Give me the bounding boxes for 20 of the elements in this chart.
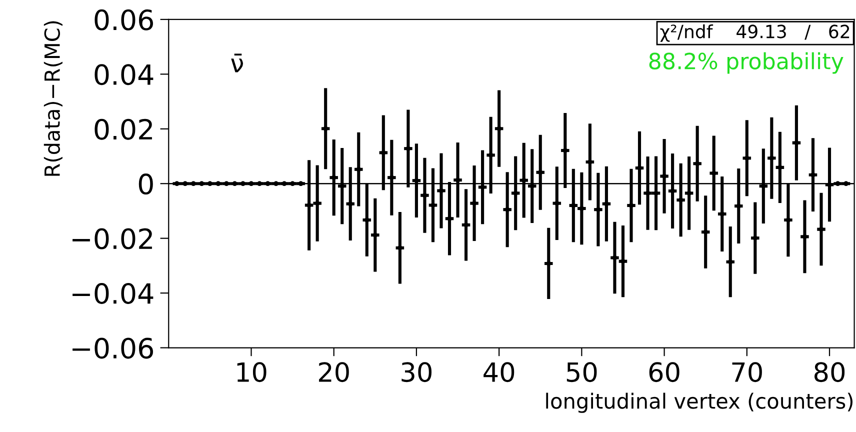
x-tick-label: 60	[649, 362, 680, 382]
annotation: χ²/ndf 49.13 / 62	[660, 24, 850, 42]
y-tick-label: −0.06	[72, 338, 153, 359]
x-tick-label: 70	[732, 362, 762, 382]
y-tick-label: 0.04	[94, 64, 154, 86]
y-tick-label: −0.04	[72, 282, 154, 304]
annotation: 88.2% probability	[649, 52, 844, 74]
y-tick-label: 0.02	[94, 118, 152, 140]
x-axis-title: longitudinal vertex (counters)	[546, 392, 852, 413]
y-tick-label: 0.06	[94, 9, 153, 30]
annotation: ν̄	[231, 54, 244, 72]
y-tick-label: −0.02	[72, 228, 152, 250]
y-tick-label: 0	[138, 174, 153, 195]
x-tick-label: 20	[318, 362, 349, 382]
x-tick-label: 50	[566, 362, 597, 382]
x-tick-label: 40	[484, 362, 514, 382]
x-tick-label: 10	[237, 362, 266, 382]
y-axis-title: R(data)−R(MC)	[44, 21, 62, 176]
x-tick-label: 30	[402, 362, 432, 382]
x-tick-label: 80	[814, 362, 845, 382]
